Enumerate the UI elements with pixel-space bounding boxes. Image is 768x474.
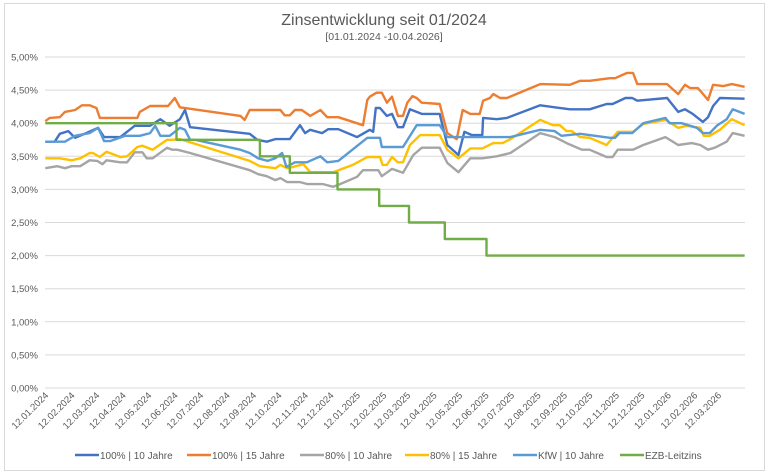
y-axis-labels: 0,00% 0,50% 1,00% 1,50% 2,00% 2,50% 3,00% 3,50%… [11, 53, 38, 395]
legend-item: KfW | 10 Jahre [513, 451, 604, 462]
y-tick-label: 3,00% [11, 185, 38, 196]
legend-label: 100% | 15 Jahre [212, 451, 285, 462]
y-tick-label: 4,00% [11, 119, 38, 130]
series-lines [44, 71, 746, 257]
y-tick-label: 1,00% [11, 317, 38, 328]
legend-label: EZB-Leitzins [645, 451, 702, 462]
series-line-80-15-jahre [45, 118, 746, 174]
y-tick-label: 0,50% [11, 350, 38, 361]
series-line-ezb-leitzins [45, 122, 745, 257]
legend: 100% | 10 Jahre 100% | 15 Jahre 80% | 10 J… [75, 451, 702, 462]
legend-item: EZB-Leitzins [620, 451, 702, 462]
y-tick-label: 0,00% [11, 384, 38, 395]
y-tick-label: 4,50% [11, 86, 38, 97]
y-tick-label: 2,50% [11, 218, 38, 229]
series-line-100-15-jahre [44, 71, 745, 141]
legend-item: 80% | 15 Jahre [405, 451, 498, 462]
series-line-kfw-10-jahre [45, 108, 746, 169]
legend-label: 80% | 10 Jahre [325, 451, 393, 462]
chart-border [4, 3, 765, 471]
y-tick-label: 2,00% [11, 251, 38, 262]
y-tick-label: 3,50% [11, 152, 38, 163]
legend-label: 80% | 15 Jahre [430, 451, 498, 462]
legend-item: 100% | 10 Jahre [75, 451, 173, 462]
series-line-100-10-jahre [45, 96, 745, 157]
series-line-80-10-jahre [45, 131, 745, 188]
legend-item: 80% | 10 Jahre [300, 451, 393, 462]
chart-title: Zinsentwicklung seit 01/2024 [281, 12, 487, 29]
y-tick-label: 5,00% [11, 53, 38, 64]
legend-item: 100% | 15 Jahre [187, 451, 285, 462]
chart-subtitle: [01.01.2024 -10.04.2026] [325, 31, 442, 43]
y-tick-label: 1,50% [11, 284, 38, 295]
legend-label: KfW | 10 Jahre [538, 451, 604, 462]
legend-label: 100% | 10 Jahre [100, 451, 173, 462]
